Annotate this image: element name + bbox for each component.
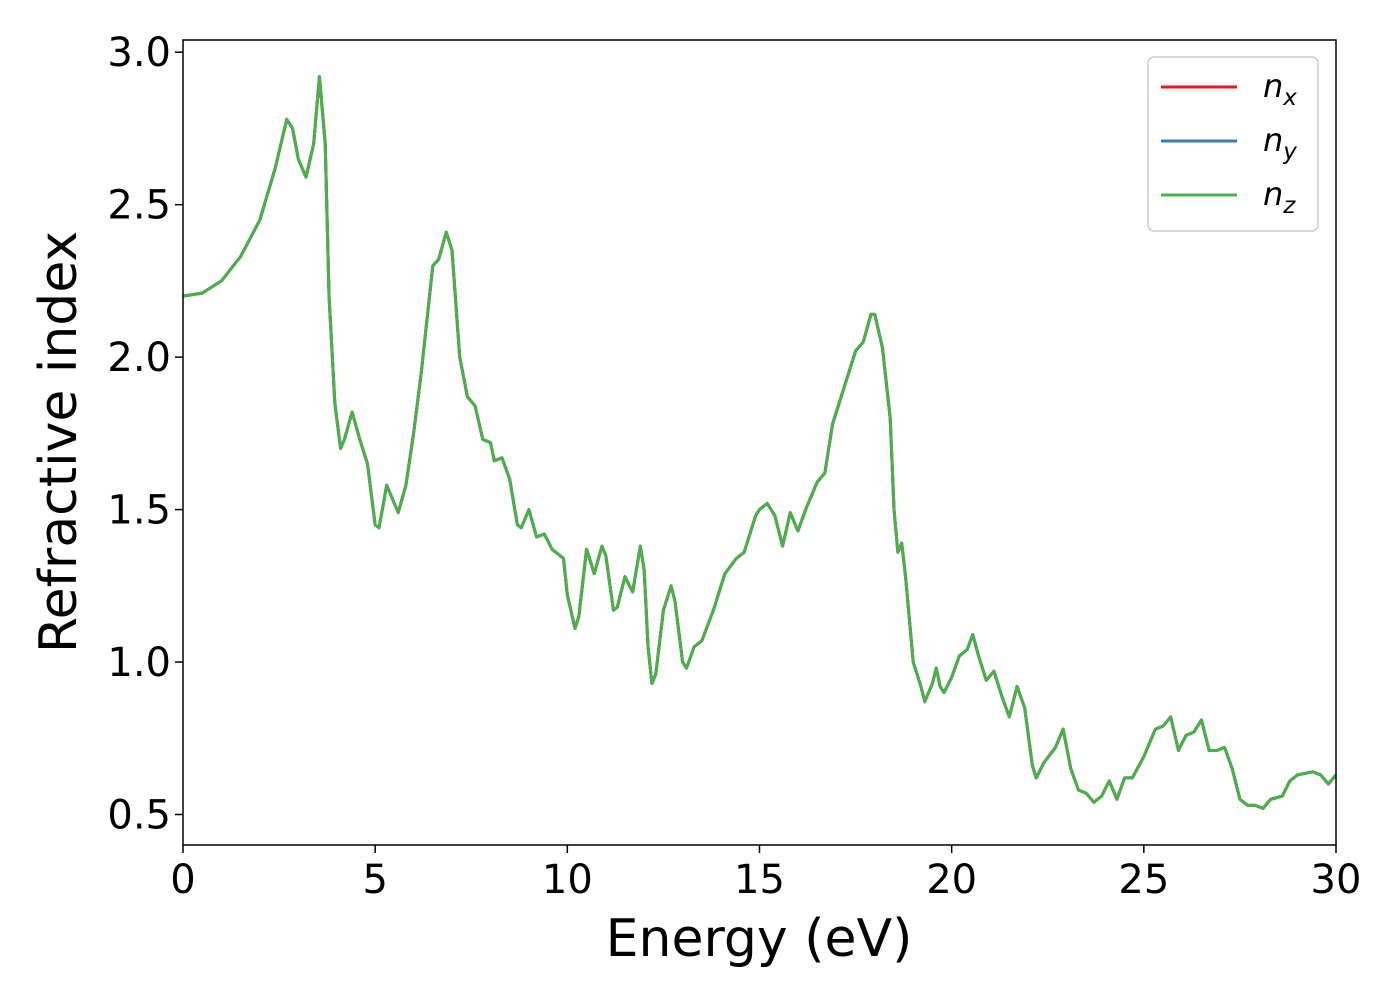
y-tick-label: 2.0 [107,335,171,381]
y-axis-label: Refractive index [29,231,89,653]
x-tick-label: 15 [734,857,785,903]
legend-box [1147,56,1319,232]
x-axis-label: Energy (eV) [606,909,913,969]
x-tick-label: 10 [542,857,593,903]
x-tick-label: 5 [362,857,387,903]
x-tick-label: 20 [926,857,977,903]
plot-frame [182,39,1337,846]
x-tick-label: 0 [170,857,195,903]
y-tick-label: 1.5 [107,488,171,534]
series-line [182,75,1338,810]
y-tick-label: 0.5 [107,793,171,839]
legend-label: ny [1263,121,1297,165]
y-tick-label: 1.0 [107,640,171,686]
legend-label: nz [1263,175,1296,219]
x-tick-label: 30 [1311,857,1362,903]
legend-label: nx [1263,67,1297,111]
y-tick-label: 2.5 [107,183,171,229]
x-tick-label: 25 [1118,857,1169,903]
y-tick-label: 3.0 [107,30,171,76]
legend: nx ny nz [1147,56,1319,232]
